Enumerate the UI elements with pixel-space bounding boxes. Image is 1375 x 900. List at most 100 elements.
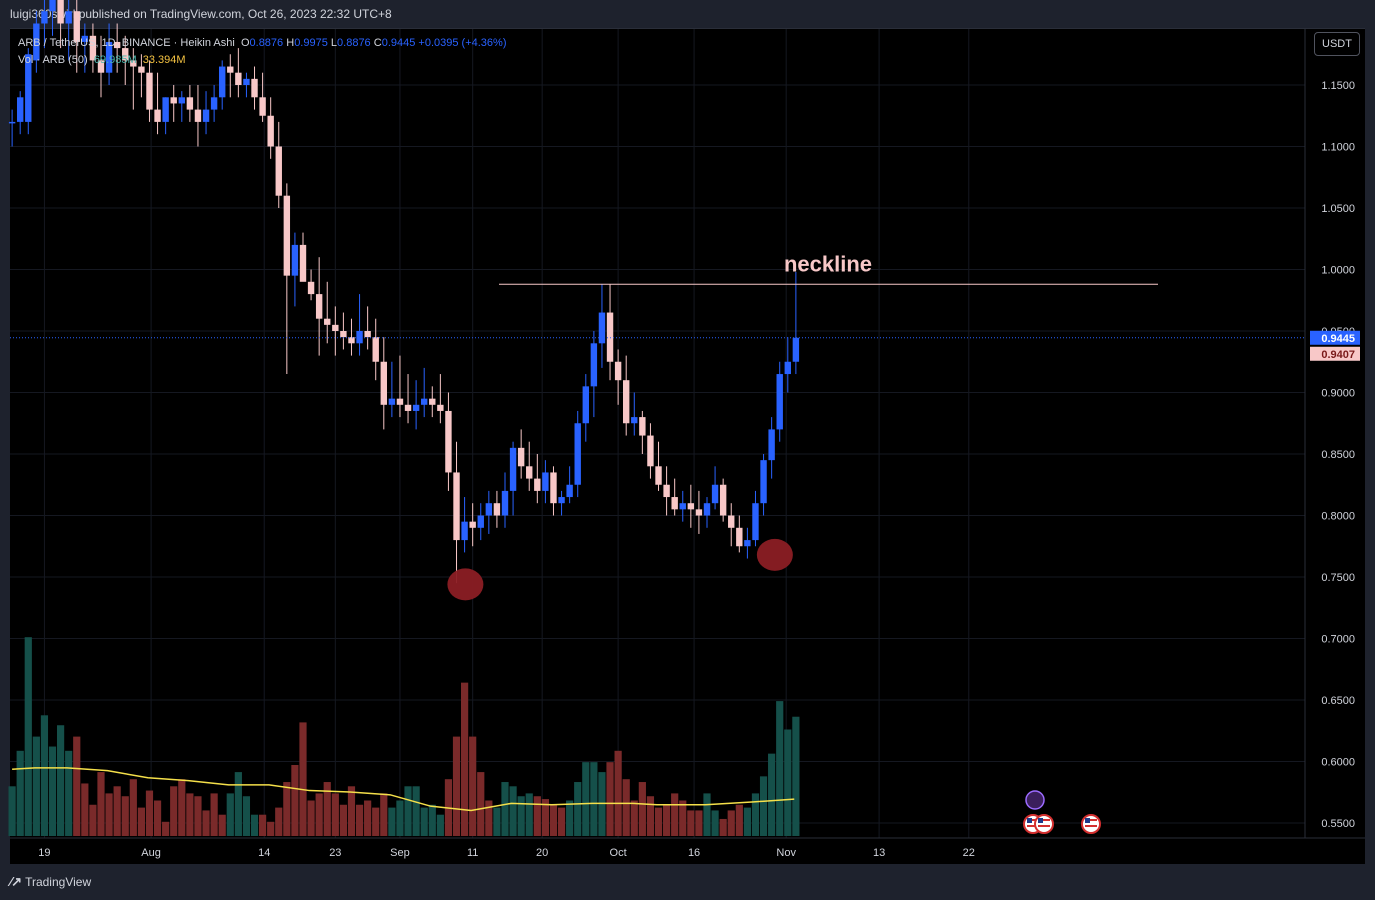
volume-bar [202, 810, 210, 836]
volume-bar [242, 796, 251, 836]
volume-bar [65, 750, 73, 836]
candle [372, 318, 379, 381]
candle-body [81, 35, 89, 42]
volume-bar [97, 772, 105, 836]
candle-body [509, 447, 517, 491]
candle-body [122, 48, 129, 61]
candle [307, 269, 315, 301]
time-tick-label: Oct [610, 847, 627, 859]
candle [760, 454, 767, 516]
candle [501, 472, 509, 528]
tradingview-logo[interactable]: ⁄↗ TradingView [10, 874, 91, 890]
candle-body [752, 503, 759, 541]
legend-volume-label[interactable]: Vol · ARB (50) [18, 54, 88, 66]
volume-bar [784, 729, 792, 836]
time-tick-label: 13 [873, 847, 885, 859]
candle-body [477, 515, 484, 528]
candle-body [154, 109, 161, 122]
volume-bar [16, 750, 24, 836]
candle [25, 48, 32, 135]
legend-volume-ma: 33.394M [142, 54, 186, 66]
volume-bar [56, 725, 65, 836]
volume-bar [751, 793, 760, 836]
candle-body [639, 417, 646, 436]
volume-bar [412, 786, 420, 836]
volume-bar [186, 793, 194, 836]
volume-bar [291, 765, 299, 836]
candle-body [25, 54, 32, 122]
volume-bar [687, 810, 695, 836]
candle [315, 257, 323, 356]
price-tick-label: 1.1000 [1321, 142, 1355, 154]
candle [679, 490, 686, 522]
candle [606, 284, 614, 381]
price-tick-label: 1.0500 [1321, 203, 1355, 215]
legend-symbol[interactable]: ARB / TetherUS, 1D, BINANCE · Heikin Ash… [18, 37, 235, 49]
candle [614, 349, 622, 405]
candle [89, 23, 97, 73]
candle [631, 392, 638, 436]
volume-bar [477, 772, 485, 836]
currency-button[interactable]: USDT [1314, 32, 1360, 56]
volume-bar [606, 762, 614, 836]
candle [113, 23, 121, 73]
candle-body [105, 41, 113, 73]
candle [412, 380, 420, 430]
price-tick-label: 0.6500 [1321, 695, 1355, 707]
chart-area[interactable] [10, 28, 1365, 865]
candle-body [655, 466, 662, 485]
candle-body [784, 361, 791, 375]
volume-bar [646, 796, 655, 836]
price-tick-label: 0.8500 [1321, 449, 1355, 461]
volume-bar [590, 762, 598, 836]
candle [178, 91, 185, 122]
volume-bar [307, 800, 315, 836]
candle [687, 484, 695, 528]
candle [130, 48, 137, 110]
prev-price-badge [1310, 346, 1360, 361]
candle [582, 374, 589, 442]
volume-bar [283, 782, 291, 836]
legend-open-label: O [240, 37, 250, 49]
candle-body [89, 35, 97, 61]
candle [210, 85, 218, 122]
volume-bar [654, 807, 663, 836]
volume-bar [404, 786, 412, 836]
candle-body [501, 490, 509, 516]
candle [550, 466, 557, 516]
volume-bar [364, 800, 372, 836]
candle-body [307, 281, 315, 295]
volume-bar [630, 800, 638, 836]
candle-body [614, 361, 622, 381]
candle-body [186, 97, 194, 110]
candle-body [299, 244, 307, 282]
candle [655, 441, 662, 491]
volume-bar [347, 786, 356, 836]
candle [752, 490, 759, 547]
candle [122, 35, 129, 85]
publisher-header: luigi360swirl published on TradingView.c… [0, 0, 1375, 28]
candle [396, 355, 404, 418]
candle-body [582, 386, 589, 424]
volume-bar [267, 821, 275, 836]
candle [299, 232, 307, 282]
candle [469, 503, 476, 547]
volume-bar [622, 779, 630, 836]
candle [404, 374, 412, 424]
candle-body [631, 417, 638, 424]
volume-bar [460, 682, 469, 836]
volume-bar [549, 804, 558, 836]
candle-body [550, 472, 557, 504]
volume-bar [525, 793, 533, 836]
volume-bar [792, 716, 800, 836]
price-tick-label: 0.7500 [1321, 572, 1355, 584]
candle-body [760, 460, 767, 504]
candle-body [647, 435, 654, 467]
legend-open: 0.8876 [249, 37, 284, 49]
us-flag-stripe [1038, 819, 1050, 821]
candle [348, 318, 355, 356]
volume-bar [40, 715, 49, 836]
volume-bar [234, 772, 242, 836]
candle [493, 490, 501, 528]
